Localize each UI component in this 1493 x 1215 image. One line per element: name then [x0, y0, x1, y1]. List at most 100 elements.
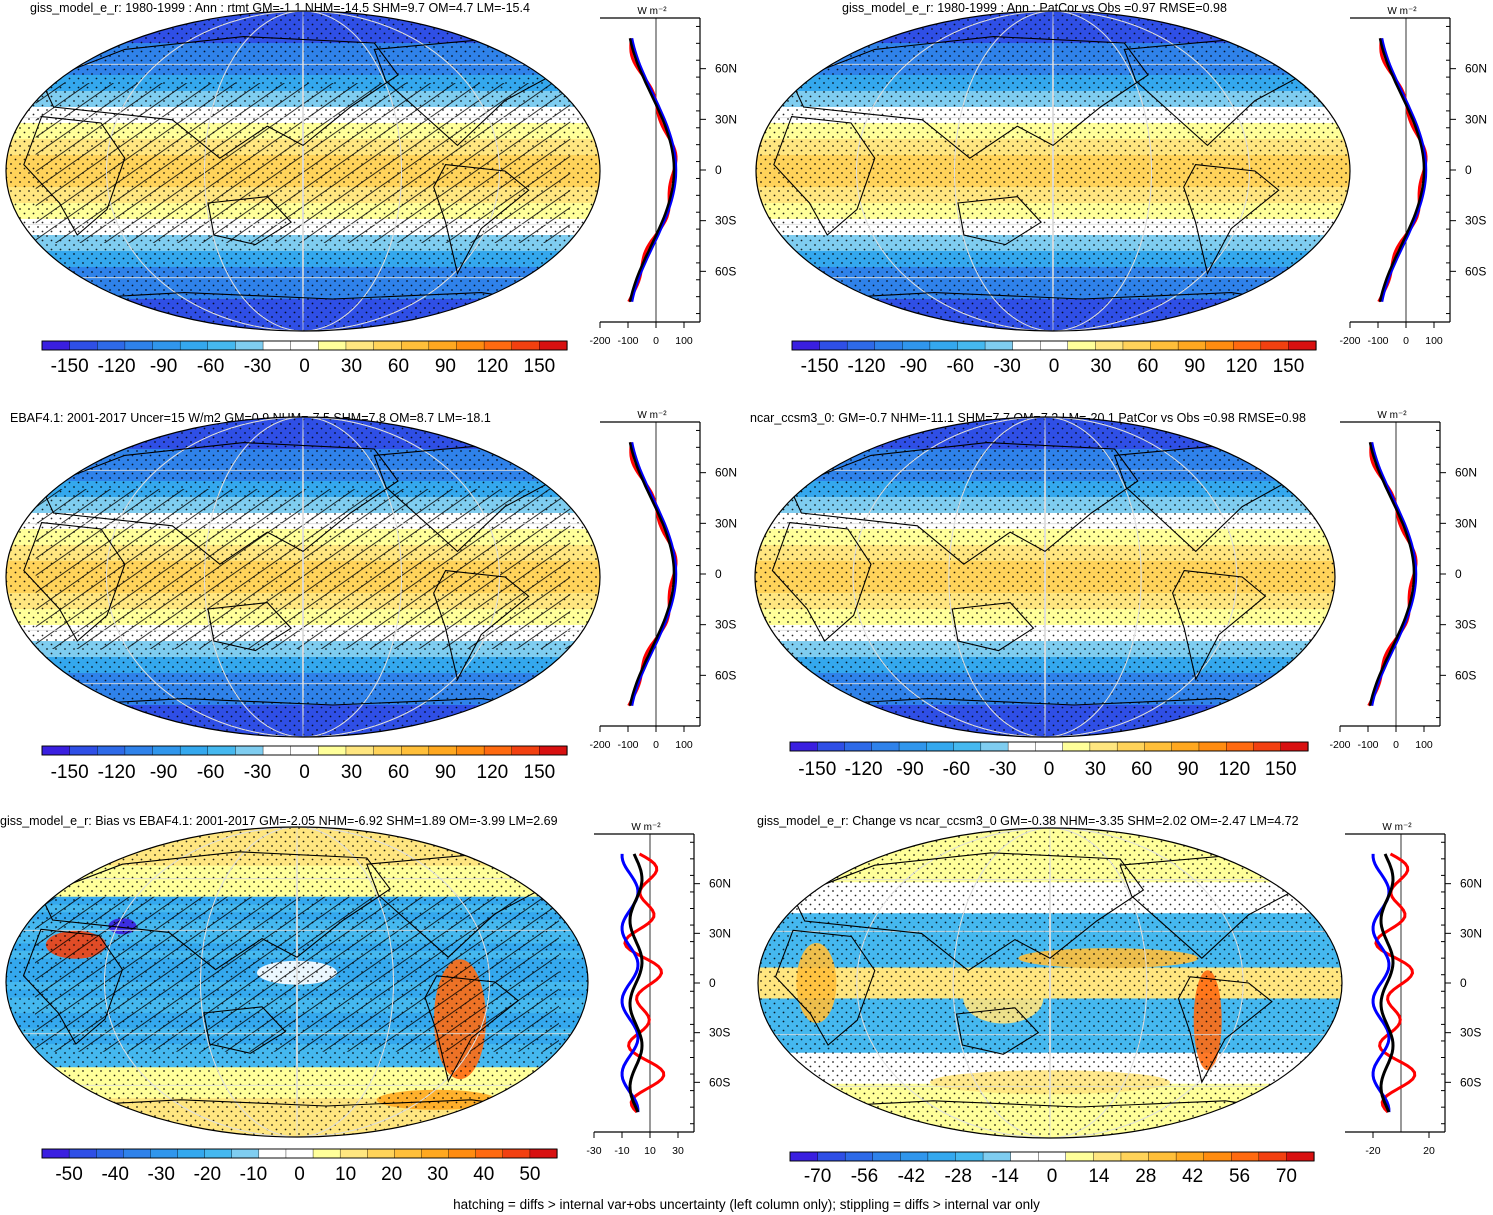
colorbar-label: -60	[197, 762, 224, 783]
colorbar-label: -42	[898, 1166, 925, 1187]
colorbar-box	[152, 745, 181, 756]
obs-profile-line	[1368, 442, 1416, 706]
colorbar-label: 0	[294, 1164, 305, 1185]
colorbar-label: 150	[1265, 759, 1297, 780]
colorbar-box	[817, 1151, 846, 1162]
x-tick-label: -100	[1367, 335, 1388, 347]
colorbar-outline	[41, 745, 568, 756]
model-profile-line	[1374, 852, 1417, 1114]
continent-outline	[207, 196, 292, 246]
colorbar: -150 -120 -90 -60 -30 0 30 60 90 120 150	[41, 340, 568, 377]
colorbar-box	[898, 741, 927, 752]
colorbar-box	[285, 1148, 314, 1159]
colorbar-box	[539, 745, 568, 756]
lat-tick-label: 0	[715, 163, 722, 177]
colorbar-label: 40	[473, 1164, 494, 1185]
colorbar-label: -150	[801, 356, 839, 377]
map-figure: 60N 30N 0 30S 60S -30 -10 10 30 W m⁻² -50 -40 -30 -20…	[5, 822, 731, 1185]
colorbar-outline	[41, 340, 568, 351]
model-profile-line	[627, 442, 678, 707]
continent-outline	[424, 975, 520, 1083]
colorbar-box	[1288, 340, 1317, 351]
continent-outline	[1177, 976, 1273, 1084]
colorbar-label: 90	[1177, 759, 1198, 780]
x-tick-label: 0	[653, 739, 659, 751]
colorbar-box	[980, 741, 1009, 752]
colorbar-label: 56	[1229, 1166, 1250, 1187]
continent-outline	[773, 116, 876, 236]
colorbar-box	[1120, 1151, 1150, 1162]
colorbar-box	[177, 1148, 206, 1159]
colorbar-box	[957, 340, 986, 351]
colorbar-label: -150	[51, 356, 89, 377]
continent-outline	[789, 442, 1139, 565]
continent-outline	[40, 851, 391, 971]
colorbar-box	[401, 340, 430, 351]
colorbar-label: 30	[427, 1164, 448, 1185]
colorbar-label: -30	[148, 1164, 175, 1185]
graticule	[756, 11, 1350, 331]
colorbar-box	[846, 340, 876, 351]
colorbar-label: -90	[900, 356, 927, 377]
graticule	[6, 11, 600, 331]
zonal-profile: 60N 30N 0 30S 60S -200 -100 0 100 W m⁻²	[1329, 410, 1477, 751]
colorbar-box	[1067, 340, 1096, 351]
lat-tick-label: 30S	[1455, 618, 1476, 632]
colorbar-label: -20	[194, 1164, 221, 1185]
continent-outline	[433, 570, 530, 681]
colorbar-box	[179, 340, 209, 351]
continent-outline	[951, 602, 1035, 652]
panel-model-annual: giss_model_e_r: 1980-1999 : Ann : rtmt G…	[0, 0, 750, 390]
map-figure: 60N 30N 0 30S 60S -200 -100 0 100 W m⁻² -150 -120 -9…	[755, 6, 1487, 377]
colorbar-box	[69, 745, 98, 756]
colorbar-box	[394, 1148, 423, 1159]
map-field	[6, 417, 600, 737]
hatch-overlay	[35, 896, 559, 1052]
colorbar-outline	[791, 340, 1317, 351]
colorbar-box	[1226, 741, 1255, 752]
map-border	[755, 10, 1351, 332]
colorbar-box	[262, 340, 292, 351]
x-tick-label: -200	[1329, 739, 1350, 751]
colorbar-box	[421, 1148, 450, 1159]
colorbar-box	[428, 340, 458, 351]
lat-tick-label: 60S	[1455, 668, 1476, 682]
colorbar-box	[1231, 1151, 1260, 1162]
panel-change: giss_model_e_r: Change vs ncar_ccsm3_0 G…	[750, 808, 1493, 1193]
continent-outline	[792, 852, 1145, 972]
colorbar-box	[1280, 741, 1309, 752]
colorbar-label: -30	[244, 762, 271, 783]
reference-profile-line	[1370, 442, 1418, 706]
colorbar-label: 60	[388, 356, 409, 377]
colorbar-box	[1122, 340, 1152, 351]
map-border	[757, 827, 1343, 1139]
colorbar-box	[1116, 741, 1146, 752]
colorbar-label: -30	[989, 759, 1016, 780]
lat-tick-label: 60N	[1460, 877, 1482, 891]
colorbar-box	[982, 1151, 1012, 1162]
lat-tick-label: 30N	[1460, 926, 1482, 940]
colorbar-box	[124, 745, 154, 756]
colorbar-label: -90	[150, 762, 177, 783]
continent-outline	[40, 36, 399, 159]
colorbar-box	[312, 1148, 341, 1159]
colorbar-box	[290, 745, 319, 756]
panel-title: giss_model_e_r: Bias vs EBAF4.1: 2001-20…	[0, 814, 558, 828]
unit-label: W m⁻²	[631, 822, 661, 833]
colorbar-box	[456, 340, 485, 351]
colorbar-label: 150	[524, 762, 556, 783]
panel-model-patcor: giss_model_e_r: 1980-1999 : Ann : PatCor…	[750, 0, 1493, 390]
colorbar-label: -56	[851, 1166, 878, 1187]
map-border	[5, 10, 601, 332]
hatch-overlay	[35, 489, 571, 649]
colorbar-label: -70	[804, 1166, 831, 1187]
colorbar-box	[456, 745, 485, 756]
colorbar-box	[231, 1148, 260, 1159]
colorbar: -50 -40 -30 -20 -10 0 10 20 30 40 50	[41, 1148, 558, 1185]
x-tick-label: 30	[672, 1145, 684, 1157]
colorbar-box	[204, 1148, 233, 1159]
panel-obs-ebaf: EBAF4.1: 2001-2017 Uncer=15 W/m2 GM=0.9 …	[0, 404, 750, 794]
colorbar-box	[1258, 1151, 1288, 1162]
panel-title: giss_model_e_r: 1980-1999 : Ann : PatCor…	[842, 1, 1227, 15]
colorbar-label: 120	[1226, 356, 1258, 377]
